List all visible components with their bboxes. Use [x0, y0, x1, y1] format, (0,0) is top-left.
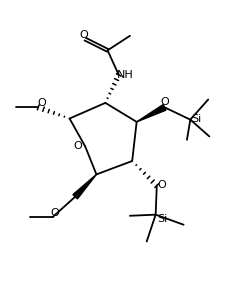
- Polygon shape: [137, 105, 166, 122]
- Text: NH: NH: [117, 70, 134, 80]
- Text: O: O: [157, 180, 166, 190]
- Text: Si: Si: [157, 214, 167, 224]
- Text: O: O: [160, 97, 169, 107]
- Text: O: O: [80, 30, 89, 40]
- Text: O: O: [51, 208, 60, 218]
- Text: Si: Si: [191, 114, 202, 124]
- Text: O: O: [38, 98, 46, 108]
- Text: O: O: [74, 141, 83, 151]
- Polygon shape: [73, 174, 96, 199]
